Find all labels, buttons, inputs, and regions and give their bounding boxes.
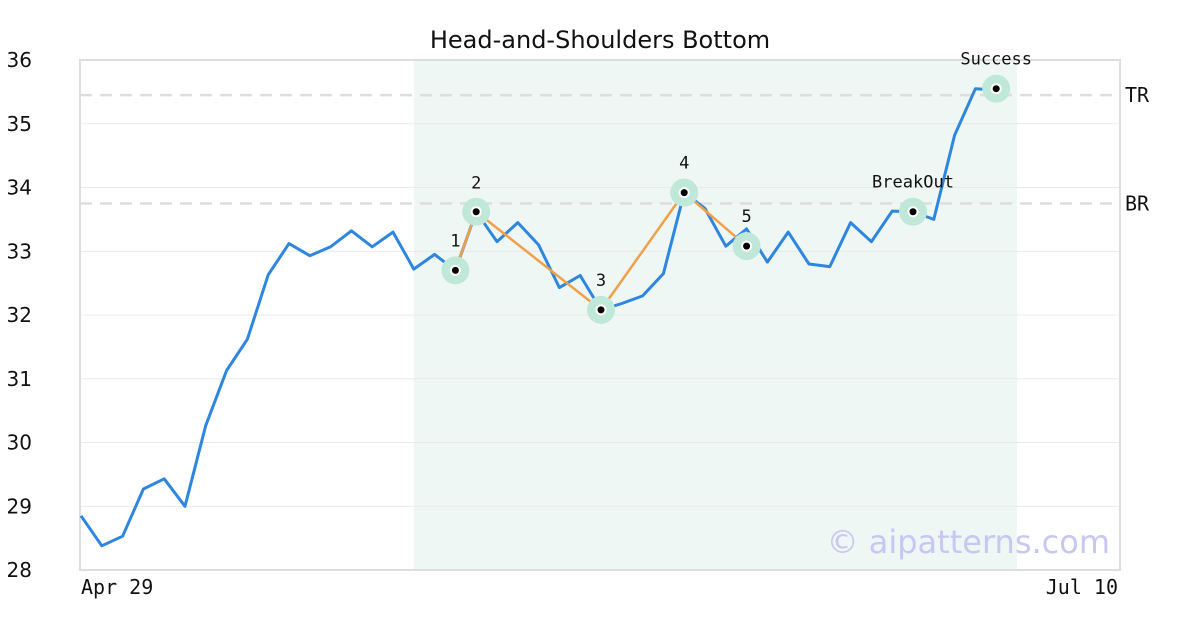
y-tick-label: 32 <box>7 303 32 327</box>
y-tick-label: 29 <box>7 494 32 518</box>
reference-line-label: BR <box>1125 191 1150 215</box>
pattern-point-dot <box>743 242 751 250</box>
pattern-point-label: 2 <box>471 174 481 194</box>
annotation-point-label: Success <box>960 50 1032 70</box>
y-tick-label: 34 <box>7 176 32 200</box>
y-tick-label: 36 <box>7 48 32 72</box>
y-tick-label: 30 <box>7 431 32 455</box>
x-axis-ticks: Apr 29 Jul 10 <box>81 575 1118 599</box>
pattern-markers: 1 2 3 4 5 BreakOut Success <box>441 50 1032 324</box>
annotation-point-dot <box>992 85 1000 93</box>
y-tick-label: 35 <box>7 112 32 136</box>
y-tick-label: 31 <box>7 367 32 391</box>
pattern-point-dot <box>451 266 459 274</box>
horizontal-gridlines <box>80 123 1120 507</box>
reference-lines: TR BR <box>80 83 1150 215</box>
price-series <box>79 87 997 548</box>
y-tick-label: 33 <box>7 239 32 263</box>
pattern-point-dot <box>597 306 605 314</box>
x-tick-label: Apr 29 <box>81 575 153 599</box>
y-axis-ticks: 28 29 30 31 32 33 34 35 36 <box>7 48 32 582</box>
pattern-segment <box>475 210 602 311</box>
pattern-point-label: 1 <box>450 231 460 251</box>
pattern-point-dot <box>680 189 688 197</box>
price-series-line <box>79 87 997 548</box>
pattern-point-label: 4 <box>679 154 689 174</box>
y-tick-label: 28 <box>7 558 32 582</box>
pattern-segment <box>599 191 686 311</box>
pattern-point-label: 5 <box>741 207 751 227</box>
pattern-point-dot <box>472 208 480 216</box>
plot-frame <box>79 59 1121 571</box>
x-tick-label: Jul 10 <box>1046 575 1118 599</box>
annotation-point-dot <box>909 208 917 216</box>
pattern-point-label: 3 <box>596 271 606 291</box>
reference-line-label: TR <box>1125 83 1150 107</box>
watermark: © aipatterns.com <box>827 523 1110 561</box>
annotation-point-label: BreakOut <box>872 173 954 193</box>
chart-title: Head-and-Shoulders Bottom <box>430 26 770 54</box>
